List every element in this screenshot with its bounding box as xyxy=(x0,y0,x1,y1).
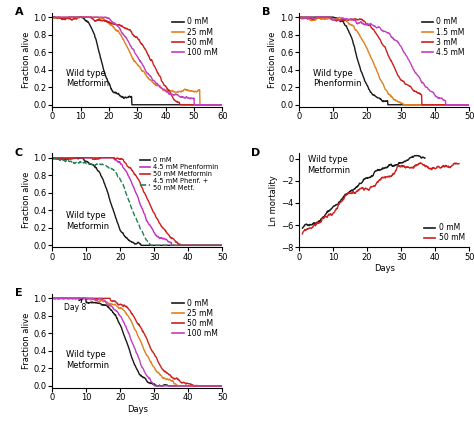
Text: Wild type
Phenformin: Wild type Phenformin xyxy=(313,69,361,89)
Text: A: A xyxy=(15,7,23,17)
Legend: 0 mM, 25 mM, 50 mM, 100 mM: 0 mM, 25 mM, 50 mM, 100 mM xyxy=(172,298,219,339)
Text: Wild type
Metformin: Wild type Metformin xyxy=(66,69,109,89)
Legend: 0 mM, 4.5 mM Phenformin, 50 mM Metformin, 4.5 mM Phenf. +
50 mM Metf.: 0 mM, 4.5 mM Phenformin, 50 mM Metformin… xyxy=(140,157,219,192)
Text: Wild type
Metformin: Wild type Metformin xyxy=(66,350,109,370)
Text: C: C xyxy=(15,148,23,158)
X-axis label: Days: Days xyxy=(374,265,395,273)
Y-axis label: Ln mortality: Ln mortality xyxy=(269,175,278,226)
Text: Wild type
Metformin: Wild type Metformin xyxy=(66,211,109,231)
Text: B: B xyxy=(262,7,270,17)
Legend: 0 mM, 50 mM: 0 mM, 50 mM xyxy=(423,223,465,243)
Legend: 0 mM, 25 mM, 50 mM, 100 mM: 0 mM, 25 mM, 50 mM, 100 mM xyxy=(172,17,219,58)
X-axis label: Days: Days xyxy=(127,405,148,414)
Text: Day 8: Day 8 xyxy=(64,299,86,311)
Y-axis label: Fraction alive: Fraction alive xyxy=(268,32,277,88)
Text: D: D xyxy=(251,148,261,158)
Y-axis label: Fraction alive: Fraction alive xyxy=(21,32,30,88)
Text: Wild type
Metformin: Wild type Metformin xyxy=(308,155,351,175)
Y-axis label: Fraction alive: Fraction alive xyxy=(21,313,30,369)
Y-axis label: Fraction alive: Fraction alive xyxy=(21,172,30,228)
Legend: 0 mM, 1.5 mM, 3 mM, 4.5 mM: 0 mM, 1.5 mM, 3 mM, 4.5 mM xyxy=(421,17,465,58)
Text: E: E xyxy=(15,288,22,298)
